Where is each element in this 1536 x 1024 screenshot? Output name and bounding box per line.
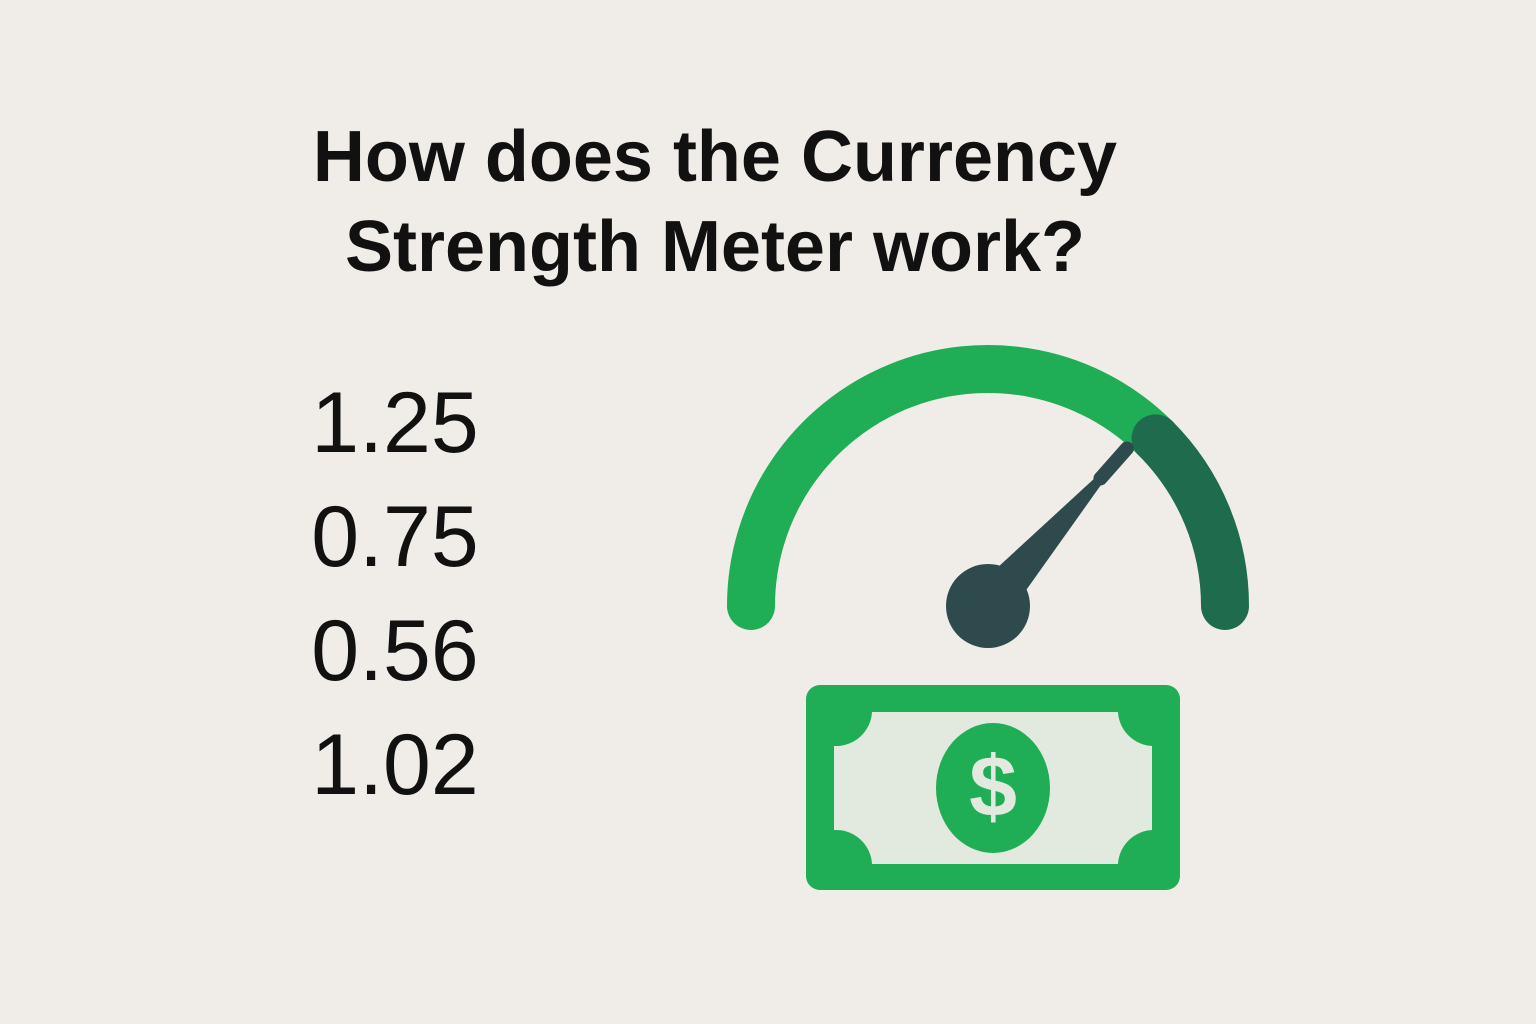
bill-coin xyxy=(936,723,1050,853)
gauge-arc-main xyxy=(727,345,1180,630)
title-line-1: How does the Currency xyxy=(312,117,1118,197)
value-item: 1.02 xyxy=(311,717,479,813)
value-list: 1.25 0.75 0.56 1.02 xyxy=(290,366,500,822)
dollar-sign: $ xyxy=(969,739,1017,835)
page-title: How does the Currency Strength Meter wor… xyxy=(0,112,1430,292)
value-item: 1.25 xyxy=(311,375,479,471)
gauge-icon xyxy=(727,345,1249,648)
value-item: 0.56 xyxy=(311,603,479,699)
gauge-hub xyxy=(946,564,1030,648)
gauge-needle-tip xyxy=(1093,441,1134,486)
title-line-2: Strength Meter work? xyxy=(344,207,1086,287)
dollar-bill-icon: $ xyxy=(806,685,1180,890)
gauge-arc-strong xyxy=(1131,414,1249,630)
value-item: 0.75 xyxy=(311,489,479,585)
